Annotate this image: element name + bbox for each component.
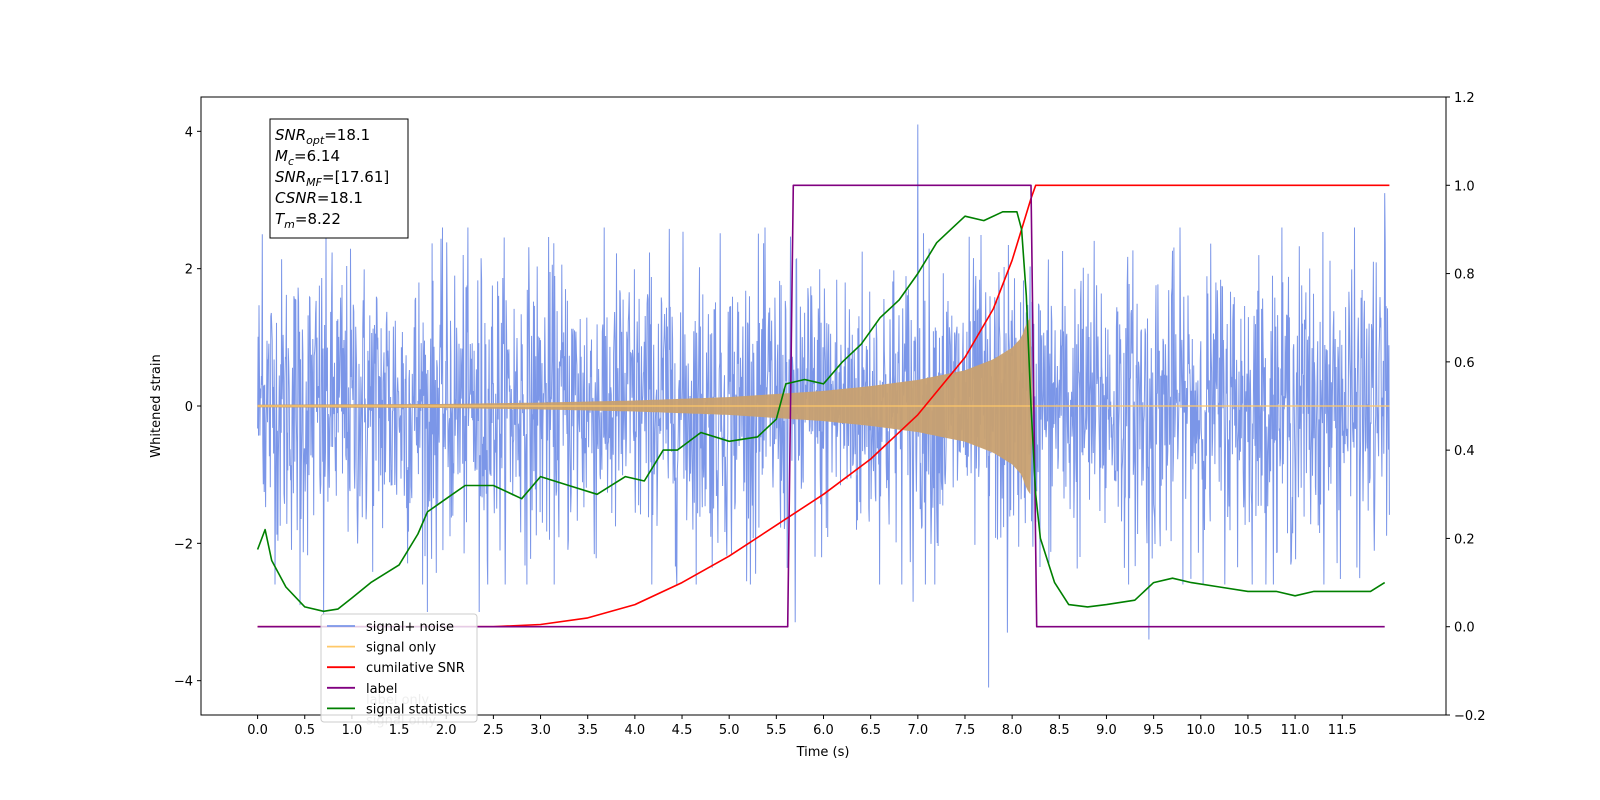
annotation-value: =8.22 bbox=[295, 210, 341, 228]
legend-hidden-label: signal only bbox=[366, 713, 436, 728]
y-tick-label-right: 0.4 bbox=[1454, 444, 1475, 459]
series-label bbox=[257, 184, 1385, 628]
x-tick-label: 0.0 bbox=[247, 723, 268, 738]
x-tick-label: 7.0 bbox=[907, 723, 928, 738]
x-tick-label: 2.0 bbox=[436, 723, 457, 738]
series-signal-noise bbox=[257, 124, 1390, 688]
y-tick-label-right: 1.2 bbox=[1454, 91, 1475, 106]
x-tick-label: 6.5 bbox=[860, 723, 881, 738]
annotation-subscript: opt bbox=[306, 134, 325, 147]
x-tick-label: 4.0 bbox=[625, 723, 646, 738]
annotation-symbol: M bbox=[275, 147, 288, 165]
series-signal-statistics bbox=[256, 211, 1386, 613]
x-tick-label: 2.5 bbox=[483, 723, 504, 738]
annotation-box: SNRopt=18.1Mc=6.14SNRMF=[17.61]CSNR=18.1… bbox=[269, 118, 409, 239]
x-tick-label: 1.5 bbox=[389, 723, 410, 738]
x-tick-label: 7.5 bbox=[955, 723, 976, 738]
x-tick-label: 1.0 bbox=[342, 723, 363, 738]
series-cumulative-snr bbox=[257, 184, 1390, 628]
annotation-symbol: SNR bbox=[275, 168, 306, 186]
annotation-subscript: m bbox=[284, 218, 295, 231]
annotation-line: Tm=8.22 bbox=[275, 210, 341, 231]
x-tick-label: 3.0 bbox=[530, 723, 551, 738]
y-tick-label-right: 0.8 bbox=[1454, 268, 1475, 283]
x-tick-label: 3.5 bbox=[577, 723, 598, 738]
legend-hidden-label: label only bbox=[366, 693, 429, 708]
x-tick-label: 0.5 bbox=[294, 723, 315, 738]
y-axis-label-left: Whitened strain bbox=[149, 354, 164, 457]
y-tick-label-left: −4 bbox=[174, 675, 193, 690]
x-tick-label: 4.5 bbox=[672, 723, 693, 738]
y-tick-label-left: 2 bbox=[185, 263, 193, 278]
x-tick-label: 9.0 bbox=[1096, 723, 1117, 738]
x-tick-label: 5.5 bbox=[766, 723, 787, 738]
legend-label: cumilative SNR bbox=[366, 661, 465, 676]
legend-label: signal+ noise bbox=[366, 620, 454, 635]
x-tick-label: 10.5 bbox=[1233, 723, 1262, 738]
y-tick-label-right: −0.2 bbox=[1454, 709, 1486, 724]
x-tick-label: 9.5 bbox=[1143, 723, 1164, 738]
annotation-frame bbox=[269, 118, 409, 239]
x-tick-label: 8.5 bbox=[1049, 723, 1070, 738]
annotation-subscript: c bbox=[288, 155, 294, 168]
annotation-subscript: MF bbox=[306, 176, 322, 189]
annotation-value: =18.1 bbox=[324, 126, 370, 144]
legend-label: signal only bbox=[366, 641, 436, 656]
annotation-value: =[17.61] bbox=[322, 168, 389, 186]
annotation-symbol: SNR bbox=[275, 126, 306, 144]
y-tick-label-left: 4 bbox=[185, 125, 193, 140]
y-tick-label-left: 0 bbox=[185, 400, 193, 415]
x-tick-label: 5.0 bbox=[719, 723, 740, 738]
annotation-symbol: CSNR bbox=[275, 189, 317, 207]
legend-label: label bbox=[366, 682, 397, 697]
x-tick-label: 6.0 bbox=[813, 723, 834, 738]
x-axis-label: Time (s) bbox=[796, 745, 850, 760]
x-tick-label: 8.0 bbox=[1002, 723, 1023, 738]
annotation-value: =6.14 bbox=[294, 147, 340, 165]
y-tick-label-right: 1.0 bbox=[1454, 179, 1475, 194]
annotation-value: =18.1 bbox=[317, 189, 363, 207]
y-tick-label-right: 0.2 bbox=[1454, 532, 1475, 547]
x-tick-label: 11.0 bbox=[1281, 723, 1310, 738]
y-tick-label-left: −2 bbox=[174, 537, 193, 552]
y-tick-label-right: 0.0 bbox=[1454, 621, 1475, 636]
y-tick-label-right: 0.6 bbox=[1454, 356, 1475, 371]
annotation-line: SNRopt=18.1 bbox=[275, 126, 370, 147]
annotation-symbol: T bbox=[275, 210, 286, 228]
annotation-line: CSNR=18.1 bbox=[275, 189, 363, 207]
x-tick-label: 11.5 bbox=[1328, 723, 1357, 738]
legend: label only signal only signal+ noise signal… bbox=[320, 613, 478, 728]
x-tick-label: 10.0 bbox=[1186, 723, 1215, 738]
legend-label: signal statistics bbox=[366, 702, 467, 717]
annotation-line: Mc=6.14 bbox=[275, 147, 340, 168]
annotation-line: SNRMF=[17.61] bbox=[275, 168, 389, 189]
legend-frame bbox=[320, 613, 478, 723]
